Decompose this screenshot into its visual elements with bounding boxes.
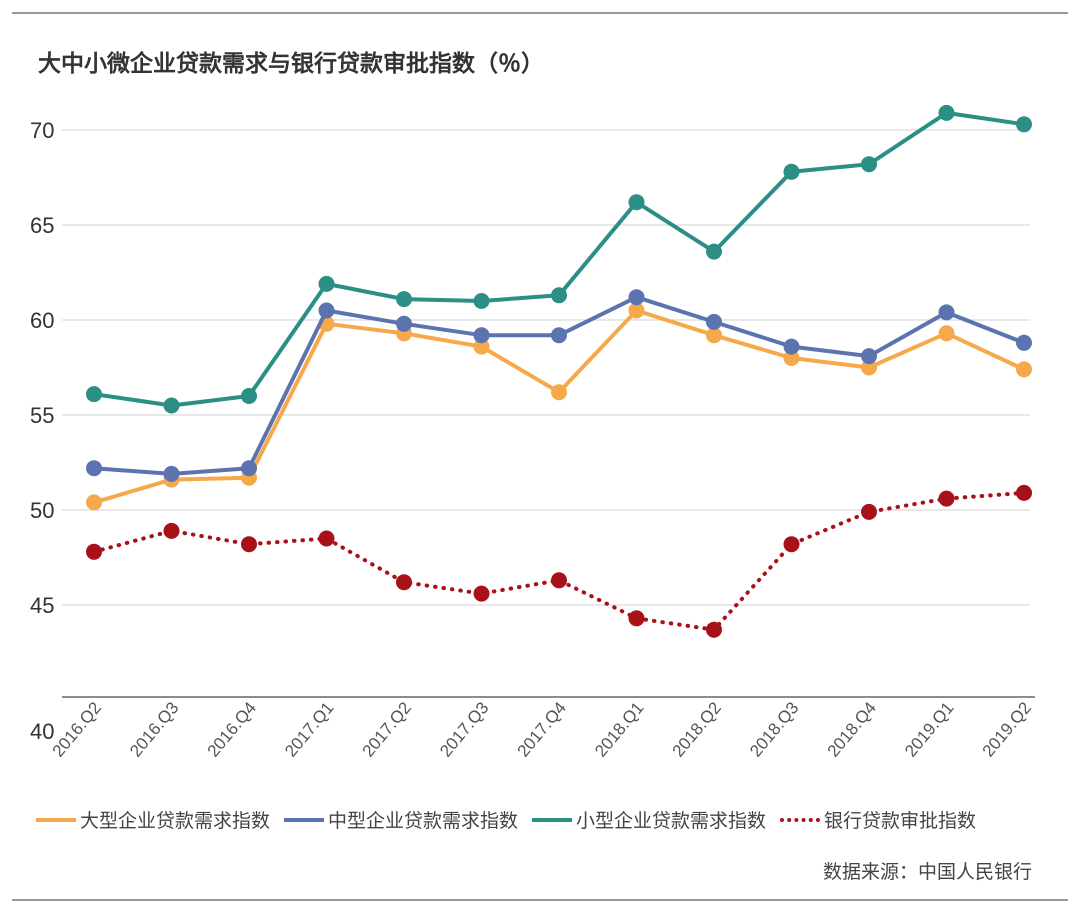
y-tick-label: 40 bbox=[30, 719, 54, 744]
data-point-s0-12 bbox=[1016, 361, 1032, 378]
legend-label-medium: 中型企业贷款需求指数 bbox=[328, 810, 519, 832]
data-point-s3-9 bbox=[783, 536, 800, 553]
data-point-s2-11 bbox=[938, 104, 955, 121]
data-point-s3-10 bbox=[861, 503, 877, 520]
legend-item-small: 小型企业贷款需求指数 bbox=[532, 806, 766, 833]
data-point-s1-10 bbox=[861, 348, 877, 365]
data-point-s3-3 bbox=[318, 530, 335, 547]
data-point-s2-12 bbox=[1016, 116, 1032, 133]
chart-title: 大中小微企业贷款需求与银行贷款审批指数（％） bbox=[38, 51, 544, 77]
data-point-s2-6 bbox=[551, 287, 567, 304]
data-point-s3-7 bbox=[628, 610, 645, 627]
legend-item-large: 大型企业贷款需求指数 bbox=[36, 806, 270, 833]
bottom-rule bbox=[12, 899, 1068, 901]
data-point-s1-6 bbox=[551, 327, 567, 344]
x-tick-label: 2019.Q1 bbox=[901, 698, 957, 760]
data-point-s2-3 bbox=[318, 275, 335, 292]
data-point-s1-12 bbox=[1016, 334, 1032, 351]
legend-swatch-small bbox=[532, 817, 573, 822]
data-point-s3-0 bbox=[86, 543, 102, 560]
data-point-s3-11 bbox=[938, 490, 955, 507]
x-tick-label: 2016.Q2 bbox=[49, 698, 105, 760]
data-point-s1-8 bbox=[706, 313, 722, 330]
data-point-s2-1 bbox=[163, 397, 180, 414]
y-tick-label: 65 bbox=[30, 213, 54, 238]
data-point-s2-8 bbox=[706, 243, 722, 260]
y-tick-label: 55 bbox=[30, 403, 54, 428]
x-tick-label: 2019.Q2 bbox=[979, 698, 1035, 760]
data-point-s3-8 bbox=[706, 621, 722, 638]
legend-label-large: 大型企业贷款需求指数 bbox=[80, 810, 271, 832]
x-tick-label: 2016.Q4 bbox=[204, 698, 260, 760]
data-point-s0-8 bbox=[706, 327, 722, 344]
y-tick-label: 45 bbox=[30, 593, 54, 618]
data-point-s0-9 bbox=[783, 350, 800, 366]
legend: 大型企业贷款需求指数 中型企业贷款需求指数 小型企业贷款需求指数 银行贷款审批指… bbox=[36, 806, 990, 833]
x-tick-label: 2018.Q2 bbox=[669, 698, 725, 760]
legend-label-small: 小型企业贷款需求指数 bbox=[576, 810, 767, 832]
data-point-s3-1 bbox=[163, 522, 180, 539]
data-point-s2-7 bbox=[628, 194, 645, 211]
data-point-s1-7 bbox=[628, 289, 645, 306]
data-point-s0-10 bbox=[861, 359, 877, 376]
data-point-s3-12 bbox=[1016, 484, 1032, 501]
data-point-s2-9 bbox=[783, 163, 800, 180]
legend-item-approval: 银行贷款审批指数 bbox=[780, 806, 976, 833]
data-point-s1-0 bbox=[86, 460, 102, 477]
data-source: 数据来源：中国人民银行 bbox=[822, 861, 1032, 883]
data-point-s1-1 bbox=[163, 465, 180, 482]
data-point-s3-5 bbox=[473, 585, 490, 602]
data-point-s2-10 bbox=[861, 156, 877, 173]
data-point-s0-7 bbox=[628, 302, 645, 319]
x-tick-label: 2017.Q4 bbox=[514, 698, 570, 760]
data-point-s0-5 bbox=[473, 338, 490, 355]
data-point-s3-2 bbox=[241, 536, 257, 553]
data-point-s1-2 bbox=[241, 460, 257, 477]
legend-swatch-large bbox=[36, 817, 76, 822]
y-tick-label: 60 bbox=[30, 308, 54, 333]
y-tick-label: 70 bbox=[30, 118, 54, 143]
legend-item-medium: 中型企业贷款需求指数 bbox=[284, 806, 518, 833]
x-tick-label: 2016.Q3 bbox=[126, 698, 182, 760]
data-point-s1-4 bbox=[396, 315, 412, 332]
series-line-3 bbox=[92, 490, 1026, 632]
x-tick-label: 2018.Q4 bbox=[824, 698, 880, 760]
x-tick-label: 2017.Q1 bbox=[281, 698, 337, 760]
legend-swatch-approval bbox=[780, 817, 821, 822]
data-point-s0-11 bbox=[938, 325, 955, 342]
data-point-s2-4 bbox=[396, 291, 412, 308]
top-rule bbox=[12, 12, 1068, 14]
data-point-s3-4 bbox=[396, 574, 412, 591]
data-point-s1-11 bbox=[938, 304, 955, 321]
data-point-s1-5 bbox=[473, 327, 490, 344]
legend-label-approval: 银行贷款审批指数 bbox=[824, 810, 977, 832]
x-tick-label: 2018.Q1 bbox=[591, 698, 647, 760]
data-point-s2-2 bbox=[241, 388, 257, 404]
x-tick-label: 2017.Q2 bbox=[359, 698, 415, 760]
x-tick-label: 2017.Q3 bbox=[436, 698, 492, 760]
x-tick-label: 2018.Q3 bbox=[746, 698, 802, 760]
data-point-s1-3 bbox=[318, 302, 335, 319]
data-point-s2-0 bbox=[86, 386, 102, 403]
y-tick-label: 50 bbox=[30, 498, 54, 523]
data-point-s1-9 bbox=[783, 338, 800, 355]
legend-swatch-medium bbox=[284, 817, 325, 822]
data-point-s3-6 bbox=[551, 572, 567, 589]
data-point-s0-6 bbox=[551, 384, 567, 401]
data-point-s0-0 bbox=[86, 494, 102, 511]
data-point-s2-5 bbox=[473, 293, 490, 309]
